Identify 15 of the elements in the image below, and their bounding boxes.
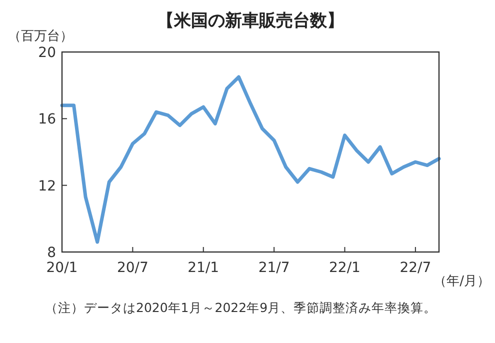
x-tick-label: 21/1 [188, 260, 220, 276]
y-axis-title: （百万台） [8, 29, 73, 44]
x-axis-title: （年/月） [434, 274, 490, 289]
x-tick-label: 22/1 [329, 260, 360, 276]
line-series [60, 75, 441, 244]
y-tick-label: 16 [38, 112, 56, 128]
text: （注）データは2020年1月～2022年9月、季節調整済み年率換算。 [45, 300, 437, 315]
x-tick-label: 20/1 [46, 260, 78, 276]
y-tick-label: 8 [47, 245, 56, 261]
chart-title: 【米国の新車販売台数】 [157, 11, 344, 31]
x-tick-label: 22/7 [400, 260, 432, 276]
x-tick-label: 21/7 [258, 260, 290, 276]
y-tick-label: 12 [38, 178, 56, 194]
y-tick-label: 20 [38, 45, 56, 61]
x-tick-label: 20/7 [116, 260, 148, 276]
